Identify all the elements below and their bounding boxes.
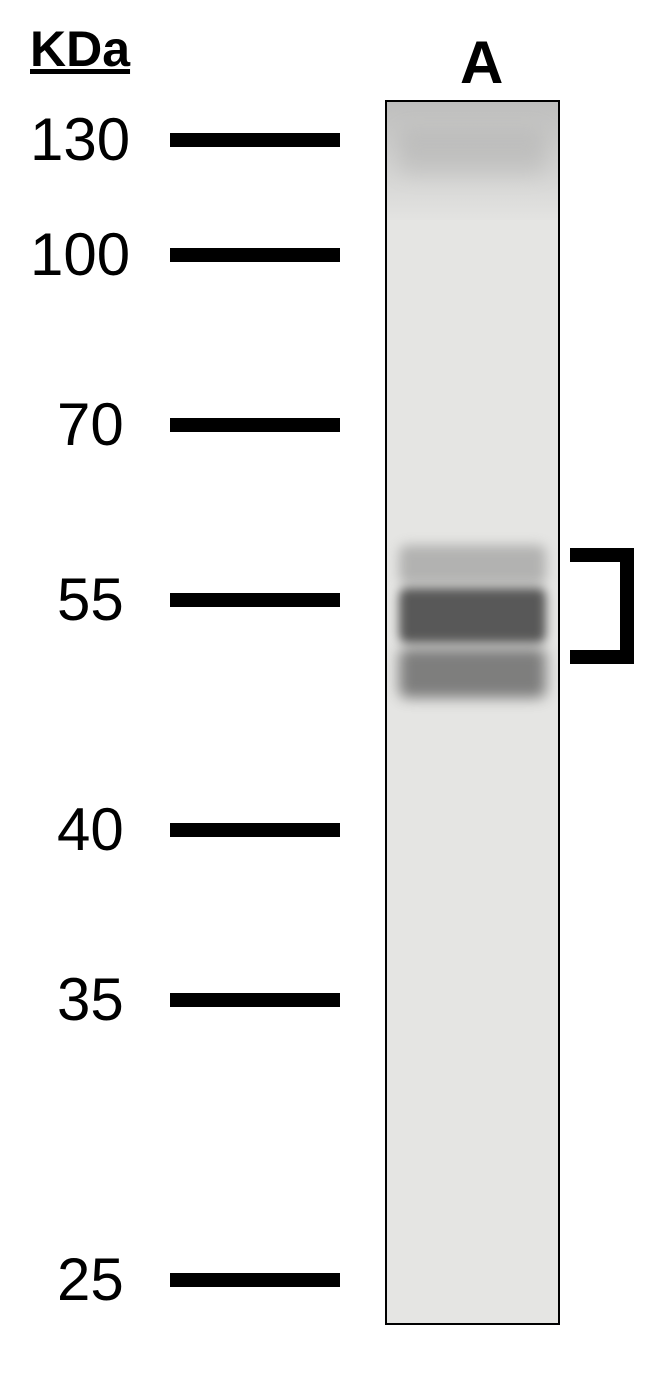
lane-a-label: A	[460, 28, 503, 97]
kda-header-label: KDa	[30, 20, 130, 78]
marker-tick-70	[170, 418, 340, 432]
western-blot-container: KDa A 130 100 70 55 40 35 25	[0, 0, 650, 1378]
marker-label-40: 40	[57, 795, 124, 864]
marker-label-70: 70	[57, 390, 124, 459]
bracket-vertical-bar	[620, 548, 634, 664]
marker-tick-25	[170, 1273, 340, 1287]
bracket-top-arm	[570, 548, 634, 562]
bracket-bottom-arm	[570, 650, 634, 664]
blot-lane-border	[385, 100, 560, 1325]
marker-label-130: 130	[30, 105, 130, 174]
marker-tick-35	[170, 993, 340, 1007]
marker-label-100: 100	[30, 220, 130, 289]
marker-label-25: 25	[57, 1245, 124, 1314]
marker-tick-40	[170, 823, 340, 837]
marker-tick-55	[170, 593, 340, 607]
marker-label-55: 55	[57, 565, 124, 634]
marker-tick-130	[170, 133, 340, 147]
marker-label-35: 35	[57, 965, 124, 1034]
marker-tick-100	[170, 248, 340, 262]
